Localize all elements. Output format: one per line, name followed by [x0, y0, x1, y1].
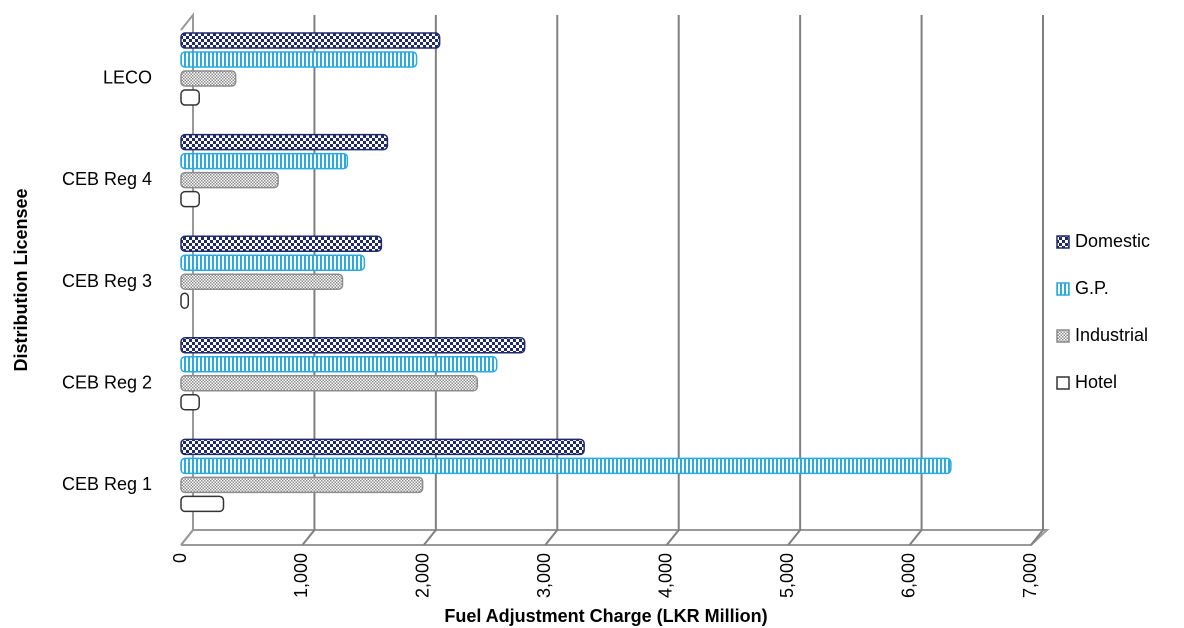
x-axis-title: Fuel Adjustment Charge (LKR Million): [444, 606, 767, 626]
bar: [180, 133, 389, 151]
bar: [180, 292, 190, 309]
y-axis-title: Distribution Licensee: [11, 188, 31, 371]
bar: [180, 171, 279, 189]
grid-line: [908, 15, 923, 546]
grid-line: [1030, 15, 1044, 546]
x-tick-label: 5,000: [777, 553, 797, 598]
legend-swatch: [1056, 282, 1070, 296]
legend-swatch: [1056, 235, 1070, 249]
bar: [180, 375, 479, 392]
y-tick-label: CEB Reg 4: [62, 169, 152, 189]
grid-line: [423, 15, 437, 546]
x-tick-label: 2,000: [413, 553, 433, 598]
bar: [180, 438, 585, 456]
legend-label: Hotel: [1075, 372, 1117, 392]
legend-swatch: [1056, 329, 1070, 343]
grid-line: [787, 15, 802, 546]
bar: [180, 70, 237, 87]
bar: [180, 235, 383, 252]
bar: [180, 457, 952, 475]
x-tick-label: 3,000: [534, 553, 554, 598]
legend-label: G.P.: [1075, 278, 1109, 298]
bar: [180, 337, 526, 354]
bar: [180, 190, 200, 208]
grid-line: [544, 15, 559, 546]
grid-line: [665, 15, 680, 546]
x-tick-label: 7,000: [1020, 553, 1040, 598]
bar: [180, 495, 225, 513]
floor: [181, 529, 1050, 546]
x-tick-label: 4,000: [655, 553, 675, 598]
x-tick-label: 0: [170, 553, 190, 563]
grid-line: [301, 15, 316, 546]
bar: [180, 273, 344, 290]
y-tick-label: CEB Reg 1: [62, 474, 152, 494]
bar: [180, 152, 349, 170]
legend-label: Industrial: [1075, 325, 1148, 345]
bar: [180, 51, 418, 68]
bar: [180, 394, 200, 411]
bar: [180, 254, 366, 271]
bar: [180, 356, 498, 373]
y-tick-label: CEB Reg 3: [62, 271, 152, 291]
y-tick-label: LECO: [103, 68, 152, 88]
bar: [180, 89, 200, 106]
bar: [180, 32, 441, 49]
y-tick-label: CEB Reg 2: [62, 372, 152, 392]
legend-label: Domestic: [1075, 231, 1150, 251]
x-tick-label: 6,000: [898, 553, 918, 598]
legend-swatch: [1056, 376, 1070, 390]
x-tick-label: 1,000: [291, 553, 311, 598]
bar: [180, 476, 424, 494]
